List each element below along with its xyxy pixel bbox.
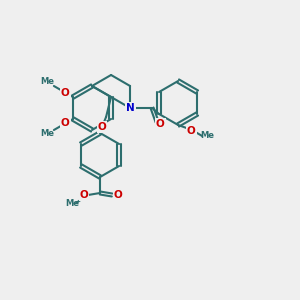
Text: Me: Me — [200, 131, 214, 140]
Text: O: O — [80, 190, 88, 200]
Text: O: O — [98, 122, 106, 132]
Text: O: O — [187, 126, 196, 136]
Text: Me: Me — [40, 130, 54, 139]
Text: O: O — [61, 118, 70, 128]
Text: O: O — [61, 88, 70, 98]
Text: N: N — [126, 103, 134, 113]
Text: Me: Me — [40, 77, 54, 86]
Text: O: O — [156, 119, 164, 129]
Text: Me: Me — [65, 199, 79, 208]
Text: O: O — [114, 190, 122, 200]
